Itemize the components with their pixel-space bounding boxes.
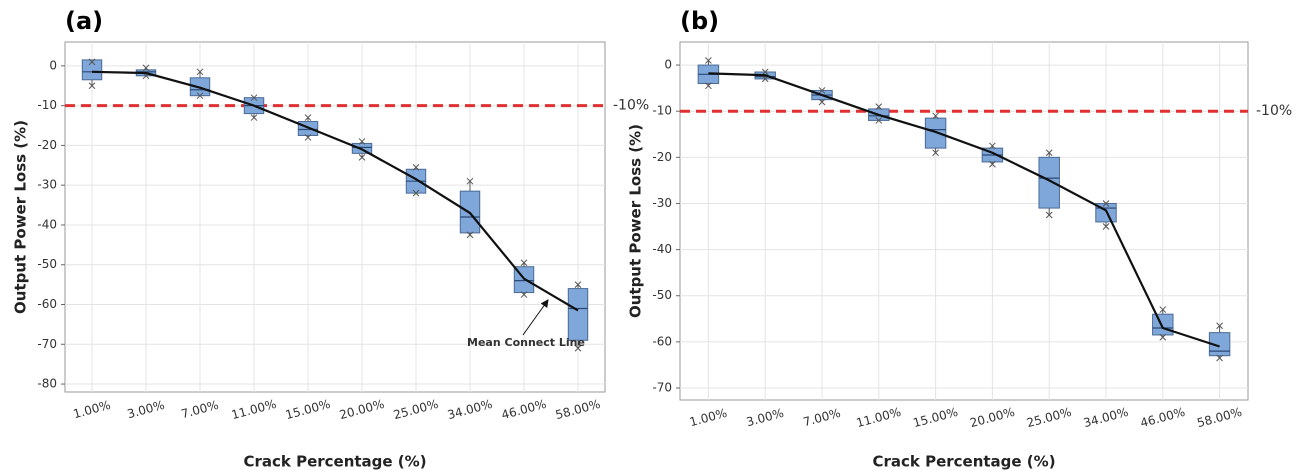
y-tick-label: -30 <box>652 196 672 210</box>
annotation: Mean Connect Line <box>467 336 585 349</box>
point-marker <box>875 117 883 124</box>
point-marker <box>412 163 420 171</box>
x-tick-label: 58.00% <box>1196 405 1244 430</box>
x-tick-label: 34.00% <box>1082 405 1130 430</box>
x-tick-label: 15.00% <box>284 397 332 422</box>
point-marker <box>304 114 312 121</box>
point-marker <box>358 138 366 145</box>
box <box>1038 156 1060 209</box>
x-tick-label: 25.00% <box>1025 405 1073 430</box>
point-marker <box>196 68 204 76</box>
point-marker <box>818 87 826 94</box>
point-marker <box>88 58 96 66</box>
x-tick-label: 1.00% <box>688 406 728 429</box>
box <box>567 288 589 341</box>
point-marker <box>932 112 939 120</box>
box <box>1152 313 1174 336</box>
y-tick-label: -30 <box>37 178 57 192</box>
point-marker <box>520 259 528 267</box>
y-tick-label: -10 <box>652 104 672 118</box>
point-marker <box>196 92 204 100</box>
y-tick-label: -80 <box>37 377 57 391</box>
y-tick-label: -40 <box>652 242 672 256</box>
box <box>81 59 103 81</box>
point-marker <box>818 98 826 106</box>
mean-line <box>91 70 579 312</box>
y-tick-label: -40 <box>37 217 57 231</box>
y-tick-label: -50 <box>37 257 57 271</box>
point-marker <box>466 177 474 185</box>
point-marker <box>466 231 474 239</box>
mean-line <box>708 72 1220 348</box>
point-marker <box>989 142 996 150</box>
point-marker <box>1216 354 1223 362</box>
panel-label: (b) <box>680 7 719 35</box>
x-tick-label: 3.00% <box>126 398 166 421</box>
reference-label: -10% <box>1256 103 1292 119</box>
point-marker <box>358 153 366 161</box>
point-marker <box>574 281 582 288</box>
y-tick-label: -70 <box>37 337 57 351</box>
point-marker <box>1159 333 1167 341</box>
point-marker <box>88 82 96 90</box>
x-tick-label: 15.00% <box>912 405 960 430</box>
y-tick-label: -20 <box>37 138 57 152</box>
point-marker <box>705 57 712 64</box>
annotation-arrow <box>522 299 549 336</box>
y-tick-label: 0 <box>664 58 672 72</box>
x-tick-label: 1.00% <box>72 398 112 421</box>
point-marker <box>875 103 883 110</box>
plot-area <box>679 41 1249 401</box>
x-tick-label: 7.00% <box>180 398 220 421</box>
x-tick-label: 20.00% <box>968 405 1016 430</box>
point-marker <box>705 82 712 90</box>
plot-area <box>64 41 606 393</box>
x-tick-label: 34.00% <box>446 397 494 422</box>
point-marker <box>250 114 258 121</box>
y-tick-label: -60 <box>652 334 672 348</box>
point-marker <box>1102 200 1110 207</box>
x-tick-label: 11.00% <box>230 397 278 422</box>
point-marker <box>520 291 528 298</box>
x-tick-label: 7.00% <box>802 406 842 429</box>
x-tick-label: 3.00% <box>745 406 785 429</box>
x-axis-title: Crack Percentage (%) <box>872 453 1055 470</box>
point-marker <box>574 344 582 352</box>
point-marker <box>142 64 150 72</box>
x-tick-label: 46.00% <box>1139 405 1187 430</box>
point-marker <box>1045 211 1053 219</box>
y-axis-title: Output Power Loss (%) <box>627 124 645 318</box>
point-marker <box>304 134 312 141</box>
y-axis-title: Output Power Loss (%) <box>12 120 30 314</box>
x-axis-title: Crack Percentage (%) <box>243 453 426 470</box>
y-tick-label: 0 <box>49 58 57 72</box>
point-marker <box>1102 223 1110 230</box>
point-marker <box>989 160 996 168</box>
panel-label: (a) <box>65 7 103 35</box>
point-marker <box>761 68 769 76</box>
reference-label: -10% <box>613 98 649 114</box>
point-marker <box>932 149 939 157</box>
point-marker <box>1216 322 1223 330</box>
y-tick-label: -10 <box>37 98 57 112</box>
x-tick-label: 20.00% <box>338 397 386 422</box>
point-marker <box>1045 149 1053 157</box>
x-tick-label: 46.00% <box>500 397 548 422</box>
x-tick-label: 58.00% <box>554 397 602 422</box>
y-tick-label: -50 <box>652 288 672 302</box>
point-marker <box>1159 306 1167 313</box>
point-marker <box>412 189 420 197</box>
y-tick-label: -60 <box>37 297 57 311</box>
y-tick-label: -70 <box>652 381 672 395</box>
y-tick-label: -20 <box>652 150 672 164</box>
point-marker <box>250 94 258 102</box>
x-tick-label: 11.00% <box>855 405 903 430</box>
x-tick-label: 25.00% <box>392 397 440 422</box>
